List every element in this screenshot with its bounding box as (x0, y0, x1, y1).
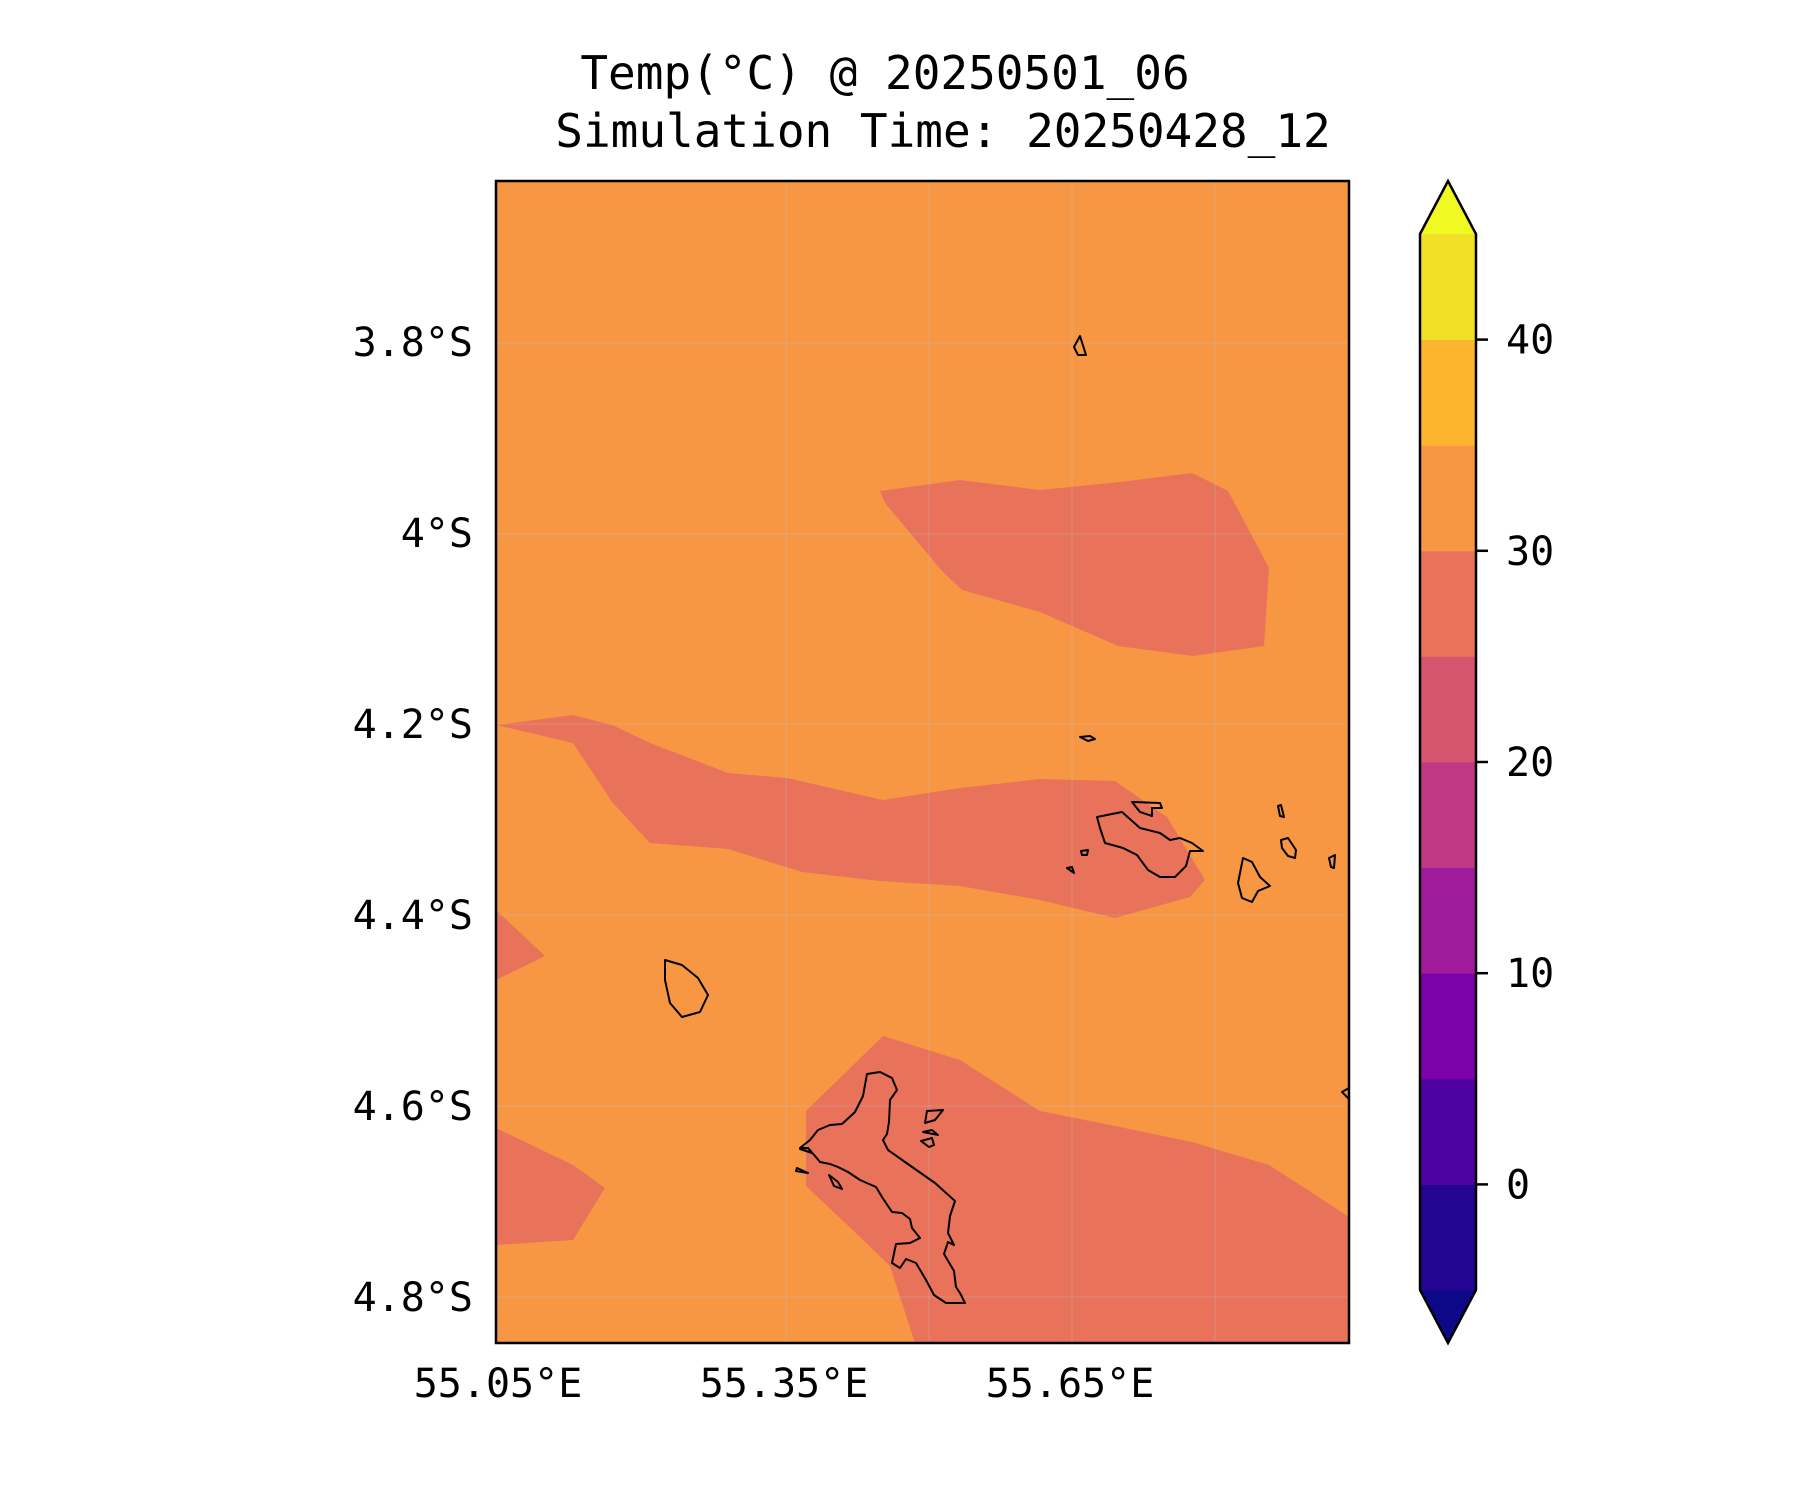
colorbar-tick-label: 30 (1506, 529, 1554, 575)
island-small-praslin-west (1080, 849, 1089, 856)
island-ste-anne (924, 1109, 944, 1124)
lon-tick-55-05E: 55.05°E (414, 1361, 583, 1407)
island-small-east-3 (1328, 854, 1336, 869)
lat-tick-4-4S: 4.4°S (353, 893, 473, 939)
lat-tick-3-8S: 3.8°S (353, 320, 473, 366)
island-praslin (1096, 811, 1204, 878)
island-moyenne (922, 1129, 939, 1136)
island-small-praslin-sw (1066, 866, 1075, 874)
colorbar-ticks: 0 10 20 30 40 (1476, 318, 1554, 1208)
lat-tick-4-2S: 4.2°S (353, 702, 473, 748)
lat-tick-labels: 3.8°S 4°S 4.2°S 4.4°S 4.6°S 4.8°S (353, 320, 473, 1321)
colorbar-band (1420, 867, 1476, 974)
contour-region-west (496, 910, 545, 980)
colorbar-bands (1420, 234, 1476, 1291)
colorbar-tick-label: 20 (1506, 740, 1554, 786)
lat-tick-4-6S: 4.6°S (353, 1084, 473, 1130)
lon-tick-55-35E: 55.35°E (700, 1361, 869, 1407)
colorbar-band (1420, 656, 1476, 763)
island-small-east-1 (1277, 804, 1285, 818)
contour-region-southwest (496, 1128, 605, 1245)
colorbar-outline (1418, 178, 1478, 1346)
colorbar-tick-label: 40 (1506, 318, 1554, 364)
colorbar: 0 10 20 30 40 (1418, 178, 1554, 1346)
colorbar-band (1420, 1184, 1476, 1291)
colorbar-band (1420, 339, 1476, 446)
island-silhouette (664, 959, 709, 1018)
lon-tick-55-65E: 55.65°E (986, 1361, 1155, 1407)
colorbar-band (1420, 762, 1476, 869)
colorbar-extend-min (1420, 1290, 1476, 1343)
colorbar-band (1420, 445, 1476, 552)
contour-region-middle (496, 715, 1205, 918)
coastlines (664, 335, 1350, 1304)
island-north-islet (1073, 335, 1087, 356)
chart-subtitle: Simulation Time: 20250428_12 (555, 104, 1331, 158)
lon-tick-labels: 55.05°E 55.35°E 55.65°E (414, 1361, 1155, 1407)
lat-tick-4S: 4°S (401, 511, 473, 557)
map-gridlines (496, 181, 1349, 1343)
island-east-edge (1341, 1087, 1350, 1100)
island-mahe-west-islet-2 (795, 1167, 809, 1174)
map-frame (494, 179, 1351, 1345)
lat-tick-4-8S: 4.8°S (353, 1275, 473, 1321)
island-small-north-middle (1079, 735, 1096, 742)
island-small-east-2 (1280, 837, 1297, 859)
island-curieuse (1131, 801, 1163, 817)
island-cerf (920, 1137, 935, 1148)
colorbar-tick-label: 0 (1506, 1162, 1530, 1208)
colorbar-band (1420, 1078, 1476, 1185)
island-mahe-west-islet-3 (828, 1174, 843, 1190)
colorbar-tick-label: 10 (1506, 951, 1554, 997)
colorbar-band (1420, 234, 1476, 341)
colorbar-extend-max (1420, 181, 1476, 234)
colorbar-band (1420, 550, 1476, 657)
island-la-digue (1237, 857, 1271, 903)
chart-title: Temp(°C) @ 20250501_06 (580, 46, 1190, 100)
contour-region-north (880, 473, 1269, 656)
island-mahe-west-islet-1 (799, 1147, 813, 1154)
title-block: Temp(°C) @ 20250501_06 Simulation Time: … (0, 44, 1800, 160)
colorbar-band (1420, 973, 1476, 1080)
